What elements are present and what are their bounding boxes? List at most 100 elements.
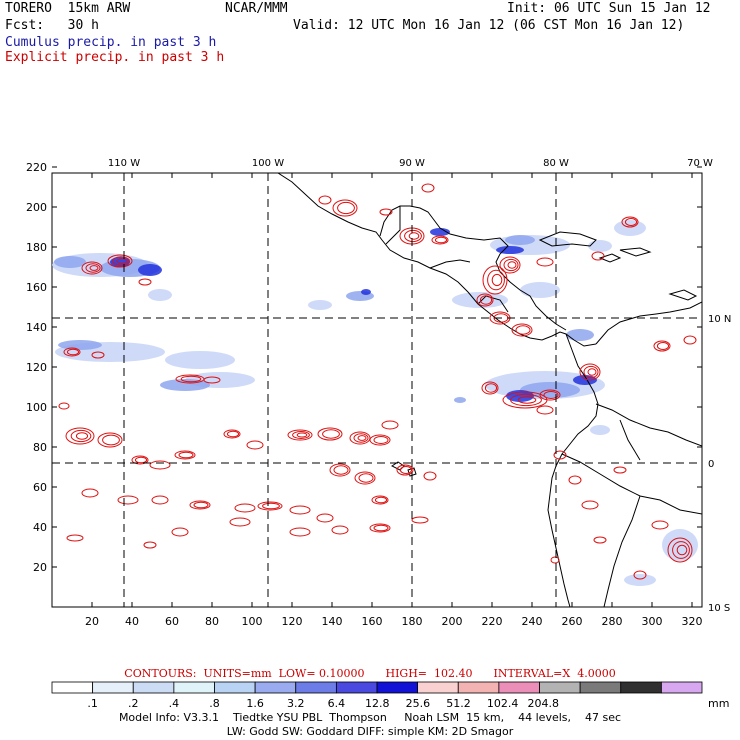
colorbar-swatch: [214, 681, 256, 694]
explicit-contour: [408, 232, 420, 240]
colorbar-label: .4: [168, 697, 180, 710]
explicit-contour: [579, 363, 601, 381]
explicit-contour: [369, 523, 391, 533]
x-tick-label: 200: [442, 615, 463, 628]
cumulus-area: [308, 300, 332, 310]
explicit-contour: [381, 420, 399, 430]
explicit-contour: [143, 541, 157, 549]
colorbar-label: 6.4: [327, 697, 346, 710]
explicit-contour: [151, 495, 169, 505]
explicit-contour: [178, 451, 194, 459]
cumulus-area: [624, 574, 656, 586]
explicit-contour: [621, 216, 639, 228]
explicit-contour: [149, 460, 171, 470]
explicit-contour: [131, 455, 149, 465]
explicit-contour: [193, 501, 209, 509]
colorbar-swatch: [457, 681, 500, 694]
explicit-contour: [174, 450, 196, 460]
explicit-contour: [353, 433, 369, 443]
explicit-contour: [482, 265, 508, 295]
explicit-contour: [613, 466, 627, 474]
colorbar-label: 3.2: [287, 697, 305, 710]
explicit-contour: [507, 261, 517, 269]
explicit-contour: [180, 375, 202, 383]
explicit-contour: [70, 429, 92, 443]
x-tick-label: 160: [362, 615, 383, 628]
explicit-contour: [112, 256, 130, 266]
explicit-contour: [583, 365, 599, 379]
explicit-contour: [515, 325, 531, 335]
explicit-contour: [332, 199, 358, 217]
explicit-contour: [75, 432, 89, 440]
explicit-contour: [317, 427, 343, 441]
explicit-contour: [543, 391, 559, 399]
coastlines: [277, 173, 702, 607]
explicit-contour: [431, 235, 449, 245]
lon-label: 70 W: [687, 158, 713, 169]
colorbar-label: .8: [209, 697, 220, 710]
x-tick-label: 80: [205, 615, 219, 628]
explicit-contour: [296, 432, 308, 438]
explicit-contour: [58, 402, 70, 410]
explicit-contour: [481, 381, 499, 395]
explicit-contour: [203, 376, 221, 384]
colorbar-swatch: [539, 681, 581, 694]
lat-label: 10 S: [708, 603, 730, 614]
explicit-contour: [411, 516, 429, 524]
y-axis: 20 40 60 80 100 120 140 160 180 200 220: [26, 161, 702, 574]
colorbar-swatch: [173, 681, 215, 694]
cumulus-area: [662, 529, 698, 561]
explicit-contour: [234, 503, 256, 513]
y-tick-label: 100: [26, 401, 47, 414]
explicit-contour: [318, 195, 332, 205]
explicit-contour: [331, 525, 349, 535]
colorbar-label: .1: [87, 697, 98, 710]
explicit-contour: [624, 218, 638, 226]
cumulus-area: [361, 289, 371, 295]
explicit-contour: [322, 429, 340, 439]
explicit-contour: [223, 429, 241, 439]
explicit-contour: [65, 427, 95, 445]
explicit-contour: [553, 450, 567, 460]
explicit-contour: [97, 432, 123, 448]
contour-info: CONTOURS: UNITS=mm LOW= 0.10000 HIGH= 10…: [124, 667, 616, 680]
cumulus-area: [590, 425, 610, 435]
explicit-contour: [374, 496, 388, 504]
colorbar-label: 102.4: [486, 697, 519, 710]
latitude-labels: 10 N 0 10 S: [708, 314, 731, 614]
explicit-contour: [102, 434, 120, 446]
explicit-contour: [358, 473, 374, 483]
cumulus-area: [58, 340, 102, 350]
x-tick-label: 180: [402, 615, 423, 628]
explicit-contour: [171, 527, 189, 537]
cumulus-area: [454, 397, 466, 403]
colorbar-swatch: [92, 681, 134, 694]
y-tick-label: 140: [26, 321, 47, 334]
colorbar-swatch: [254, 681, 297, 694]
explicit-contour: [539, 389, 561, 401]
colorbar: [51, 681, 703, 694]
valid-time: Valid: 12 UTC Mon 16 Jan 12 (06 CST Mon …: [293, 18, 685, 33]
lat-label: 10 N: [708, 314, 731, 325]
explicit-contour: [117, 495, 139, 505]
y-tick-label: 40: [33, 521, 47, 534]
latlon-grid: [52, 173, 702, 607]
x-tick-label: 220: [482, 615, 503, 628]
model-title: TORERO 15km ARW: [5, 1, 131, 16]
explicit-contour: [371, 495, 389, 505]
explicit-contour: [568, 475, 582, 485]
explicit-contour: [476, 293, 494, 307]
y-tick-label: 120: [26, 361, 47, 374]
explicit-contour: [63, 347, 81, 357]
cumulus-area: [138, 264, 162, 276]
lon-label: 100 W: [252, 158, 284, 169]
explicit-contour: [373, 436, 389, 444]
x-tick-label: 40: [125, 615, 139, 628]
explicit-contour: [399, 466, 413, 474]
explicit-contour: [633, 570, 647, 580]
explicit-contour: [434, 236, 448, 244]
x-tick-label: 60: [165, 615, 179, 628]
explicit-contour: [503, 258, 519, 272]
explicit-contour: [484, 383, 498, 393]
explicit-contour: [89, 265, 99, 271]
